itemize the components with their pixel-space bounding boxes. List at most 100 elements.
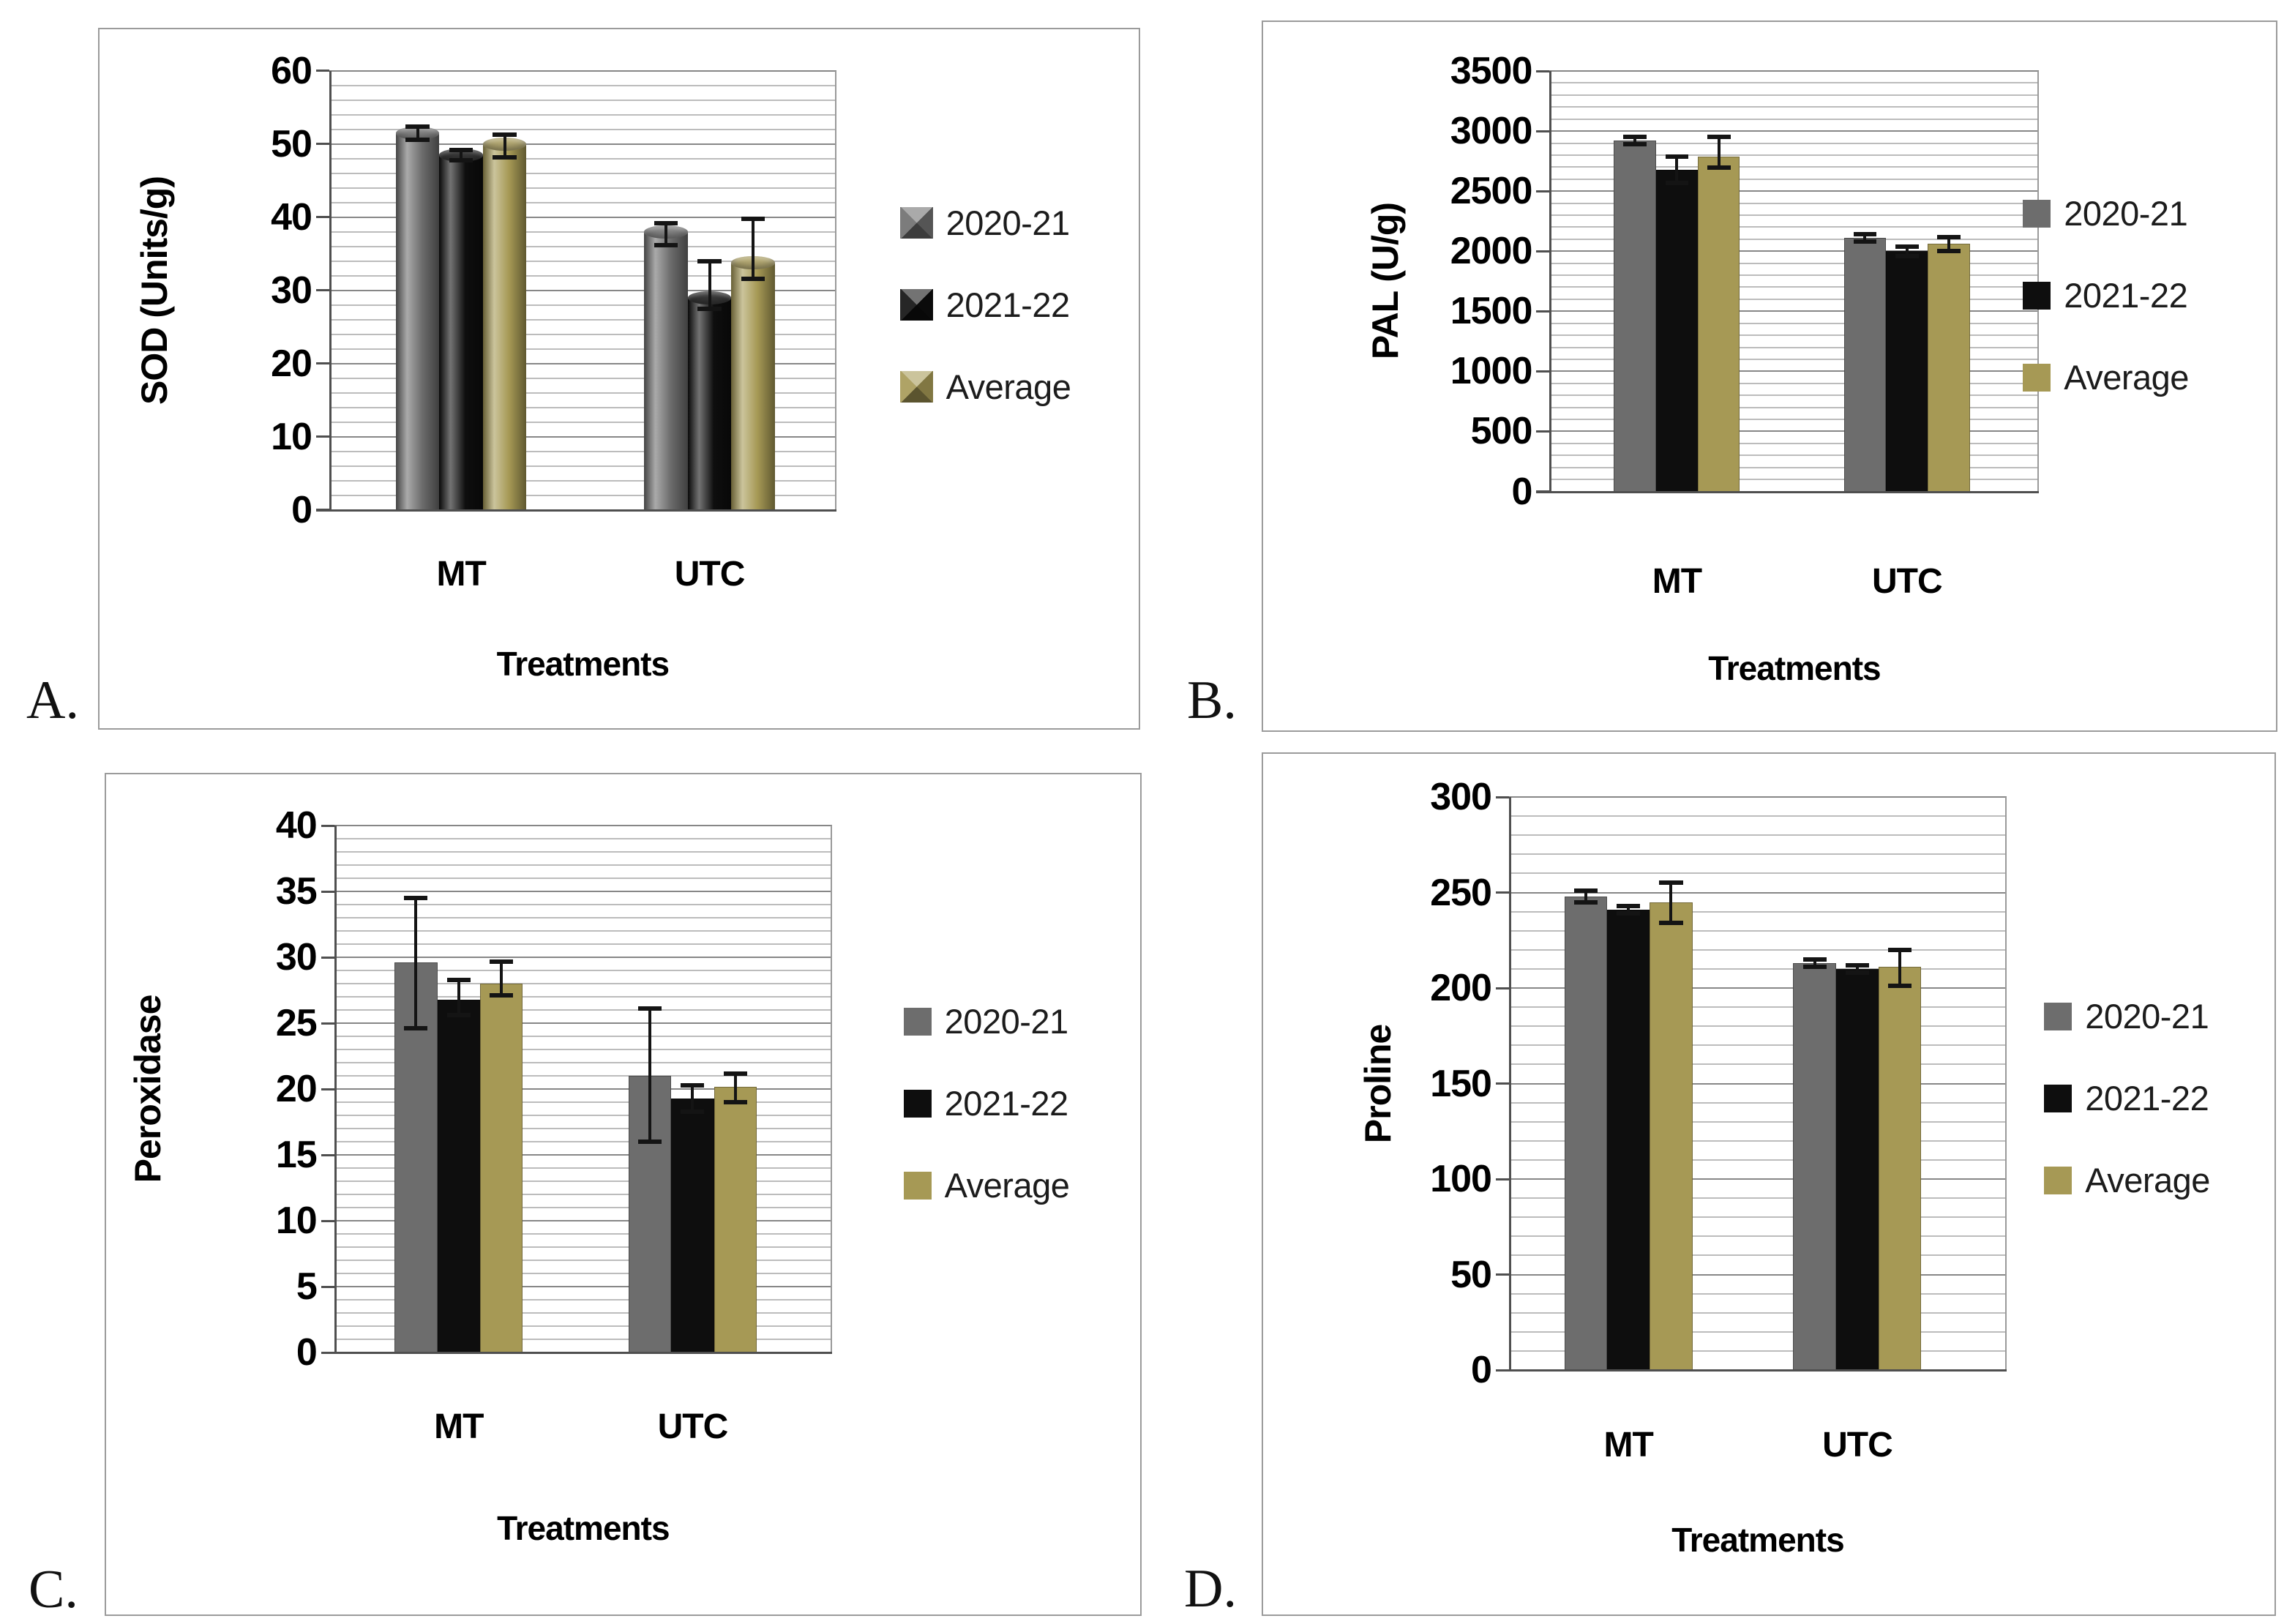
y-tick-label: 40 <box>271 195 312 239</box>
legend-label: 2020-21 <box>946 203 1071 242</box>
error-bar-line <box>416 126 419 140</box>
major-gridline <box>329 216 836 218</box>
legend-swatch-average <box>899 371 933 403</box>
y-tick-mark <box>315 289 329 292</box>
major-gridline <box>334 825 832 827</box>
major-gridline <box>1508 1273 2007 1276</box>
y-axis-spine <box>1508 797 1511 1372</box>
minor-gridline <box>1549 178 2040 180</box>
major-gridline <box>1549 130 2040 132</box>
minor-gridline <box>1549 394 2040 397</box>
major-gridline <box>1549 430 2040 433</box>
minor-gridline <box>1549 286 2040 288</box>
panel-d-proline-chart: D. Proline MT UTC 0 50 100 150 200 250 300 Treatme… <box>1184 752 2276 1616</box>
plot-right-border <box>2037 71 2040 492</box>
y-tick-label: 1500 <box>1450 290 1533 333</box>
minor-gridline <box>334 838 832 840</box>
major-gridline <box>329 70 836 72</box>
y-tick-mark <box>1495 1178 1509 1180</box>
y-tick-label: 0 <box>291 488 312 531</box>
minor-gridline <box>1508 1197 2007 1200</box>
minor-gridline <box>1549 226 2040 228</box>
panel-a-label: A. <box>26 670 79 731</box>
minor-gridline <box>329 465 836 467</box>
error-bar-cap-top <box>490 959 514 964</box>
legend-item-2021-22: 2021-22 <box>899 285 1071 324</box>
legend-item-2020-21: 2020-21 <box>903 1002 1070 1041</box>
error-bar-cap-top <box>681 1082 705 1088</box>
error-bar-cap-bottom <box>1937 249 1961 254</box>
x-category-label-utc: UTC <box>657 1407 729 1446</box>
x-category-label-utc: UTC <box>1871 561 1943 601</box>
error-bar-cap-bottom <box>1623 142 1647 147</box>
error-bar-cap-bottom <box>1617 911 1641 916</box>
error-bar-cap-bottom <box>1802 965 1827 970</box>
minor-gridline <box>334 1075 832 1077</box>
major-gridline <box>329 362 836 364</box>
minor-gridline <box>329 113 836 116</box>
error-bar-line <box>503 134 506 157</box>
y-tick-label: 20 <box>271 342 312 385</box>
y-tick-mark <box>321 1153 334 1156</box>
error-bar-cap-top <box>1802 957 1827 962</box>
minor-gridline <box>1549 154 2040 156</box>
error-bar-line <box>1669 883 1673 924</box>
y-tick-mark <box>1495 987 1509 989</box>
y-tick-label: 30 <box>275 936 318 979</box>
major-gridline <box>1549 310 2040 313</box>
plot-area <box>1549 70 2040 493</box>
error-bar-line <box>1947 236 1951 252</box>
error-bar-cap-bottom <box>1573 899 1598 905</box>
legend-swatch-2021-22 <box>903 1090 932 1118</box>
minor-gridline <box>334 1062 832 1064</box>
minor-gridline <box>1508 1101 2007 1104</box>
minor-gridline <box>1508 1331 2007 1333</box>
y-tick-label: 5 <box>296 1265 318 1309</box>
y-tick-label: 100 <box>1430 1158 1492 1201</box>
legend-label: Average <box>2085 1160 2210 1200</box>
minor-gridline <box>329 392 836 394</box>
error-bar-cap-top <box>1853 232 1877 237</box>
error-bar-cap-top <box>1665 154 1689 159</box>
minor-gridline <box>334 1194 832 1196</box>
minor-gridline <box>1549 382 2040 384</box>
x-category-label-mt: MT <box>436 555 486 594</box>
minor-gridline <box>334 1115 832 1117</box>
y-tick-label: 3500 <box>1450 50 1533 93</box>
y-tick-label: 250 <box>1430 871 1492 914</box>
minor-gridline <box>329 450 836 452</box>
y-tick-label: 35 <box>275 870 318 913</box>
plot-right-border <box>834 70 836 510</box>
legend-swatch-2020-21 <box>2044 1002 2073 1030</box>
legend-item-average: Average <box>903 1167 1070 1205</box>
minor-gridline <box>329 304 836 306</box>
error-bar-line <box>1584 890 1587 902</box>
x-axis-line <box>321 1352 832 1355</box>
minor-gridline <box>1508 929 2007 932</box>
minor-gridline <box>329 479 836 482</box>
bar-d-mt-2020-21 <box>1564 896 1607 1371</box>
error-bar-line <box>708 261 711 309</box>
legend-swatch-2021-22 <box>899 289 933 321</box>
major-gridline <box>329 435 836 438</box>
legend-label: 2020-21 <box>944 1002 1069 1041</box>
legend-label: 2020-21 <box>2064 194 2188 233</box>
y-axis-spine <box>1549 71 1552 493</box>
bar-c-mt-average <box>479 984 523 1353</box>
error-bar-cap-top <box>1707 134 1731 139</box>
minor-gridline <box>1549 454 2040 457</box>
error-bar-cap-bottom <box>493 154 517 160</box>
panel-b-label: B. <box>1187 670 1237 731</box>
minor-gridline <box>1549 238 2040 240</box>
major-gridline <box>1508 1178 2007 1180</box>
legend-label: 2021-22 <box>946 285 1071 324</box>
minor-gridline <box>329 348 836 350</box>
bar-c-mt-2020-21 <box>394 962 438 1353</box>
bar-b-mt-average <box>1698 156 1740 492</box>
minor-gridline <box>334 1299 832 1301</box>
bar-b-utc-2020-21 <box>1843 238 1887 492</box>
y-tick-label: 50 <box>271 122 312 165</box>
error-bar-cap-bottom <box>697 306 722 311</box>
minor-gridline <box>334 1180 832 1183</box>
minor-gridline <box>329 84 836 86</box>
